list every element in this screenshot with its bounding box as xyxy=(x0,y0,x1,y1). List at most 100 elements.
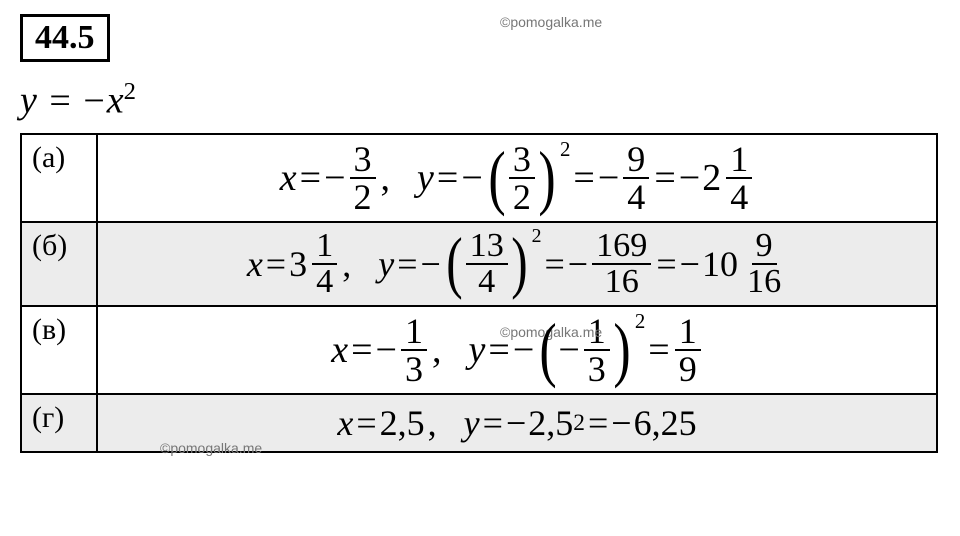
num: 13 xyxy=(466,229,508,265)
y-expr: y = −2,52 = −6,25 xyxy=(464,405,697,441)
label-text: (г) xyxy=(32,401,64,434)
problem-number: 44.5 xyxy=(35,19,95,56)
eq: = xyxy=(437,159,458,197)
eq: = xyxy=(351,331,372,369)
x-expr: x = − 13, xyxy=(331,313,444,387)
math-line: x = − 32, y = − ( 32 ) 2 = − xyxy=(108,141,926,215)
mixed-number: 3 14 xyxy=(289,229,339,299)
row-content: x = 3 14 , y = − ( 134 ) 2 xyxy=(97,222,937,306)
neg: − xyxy=(324,159,345,197)
paren-right: ) xyxy=(511,237,527,288)
fraction: 14 xyxy=(726,141,752,215)
value: 2,5 xyxy=(380,405,425,441)
fraction: 19 xyxy=(675,313,701,387)
fraction: 32 xyxy=(350,141,376,215)
whole: 10 xyxy=(702,246,738,282)
paren-right: ) xyxy=(538,150,555,204)
eq: = xyxy=(483,405,503,441)
row-content: ©pomogalka.me x = − 13, y = − ( − 13 xyxy=(97,306,937,394)
neg: − xyxy=(598,159,619,197)
fraction: 14 xyxy=(312,229,337,299)
exponent: 2 xyxy=(532,227,542,247)
var: y xyxy=(417,159,434,197)
y-expr: y = − ( 134 ) 2 = − 16916 = − 10 xyxy=(378,229,787,299)
den: 4 xyxy=(726,179,752,215)
label-text: (б) xyxy=(32,229,67,262)
solutions-table: (а) x = − 32, y = − ( 32 ) 2 xyxy=(20,133,938,454)
num: 1 xyxy=(401,313,427,351)
eq: = xyxy=(266,246,286,282)
eq: = xyxy=(300,159,321,197)
neg: − xyxy=(376,331,397,369)
fraction: 13 xyxy=(401,313,427,387)
eq-exp: 2 xyxy=(124,78,136,105)
watermark: ©pomogalka.me xyxy=(160,440,262,456)
problem-number-box: 44.5 xyxy=(20,14,110,62)
num: 1 xyxy=(726,141,752,179)
paren-group: ( 134 ) 2 xyxy=(443,229,542,299)
label-text: (а) xyxy=(32,141,65,174)
neg: − xyxy=(461,159,482,197)
whole: 2 xyxy=(702,159,721,197)
var: x xyxy=(280,159,297,197)
var: y xyxy=(378,246,394,282)
comma: , xyxy=(432,331,442,369)
paren-left: ( xyxy=(446,237,462,288)
num: 3 xyxy=(350,141,376,179)
fraction: 916 xyxy=(743,229,785,299)
base: 2,5 xyxy=(528,405,573,441)
num: 169 xyxy=(592,229,651,265)
eq: = xyxy=(648,331,669,369)
num: 9 xyxy=(623,141,649,179)
row-label: (г) xyxy=(21,394,97,452)
row-label: (а) xyxy=(21,134,97,222)
eq-neg: − xyxy=(83,80,104,122)
math-line: x = 3 14 , y = − ( 134 ) 2 xyxy=(108,229,926,299)
paren-right: ) xyxy=(613,322,630,376)
num: 3 xyxy=(509,141,535,179)
comma: , xyxy=(381,159,391,197)
paren-left: ( xyxy=(540,322,557,376)
row-label: (в) xyxy=(21,306,97,394)
num: 1 xyxy=(675,313,701,351)
eq-sign: = xyxy=(49,80,70,122)
eq: = xyxy=(656,246,676,282)
mixed-number: 2 14 xyxy=(702,141,754,215)
mixed-number: 10 916 xyxy=(702,229,787,299)
watermark: ©pomogalka.me xyxy=(500,14,602,30)
den: 16 xyxy=(743,265,785,299)
eq: = xyxy=(654,159,675,197)
neg: − xyxy=(680,246,700,282)
den: 9 xyxy=(675,351,701,387)
x-expr: x = − 32, xyxy=(280,141,393,215)
comma: , xyxy=(428,405,437,441)
den: 4 xyxy=(312,265,337,299)
var: x xyxy=(331,331,348,369)
neg: − xyxy=(568,246,588,282)
neg: − xyxy=(679,159,700,197)
eq: = xyxy=(397,246,417,282)
den: 4 xyxy=(474,265,499,299)
den: 16 xyxy=(601,265,643,299)
table-row: (г) x = 2,5, y = −2,52 = −6,25 xyxy=(21,394,937,452)
var: x xyxy=(337,405,353,441)
table-row: (б) x = 3 14 , y = − ( 134 xyxy=(21,222,937,306)
whole: 3 xyxy=(289,246,307,282)
row-content: x = − 32, y = − ( 32 ) 2 = − xyxy=(97,134,937,222)
x-expr: x = 2,5, xyxy=(337,405,439,441)
fraction: 134 xyxy=(466,229,508,299)
row-label: (б) xyxy=(21,222,97,306)
den: 2 xyxy=(509,179,535,215)
fraction: 16916 xyxy=(592,229,651,299)
math-line: x = 2,5, y = −2,52 = −6,25 xyxy=(108,401,926,445)
paren-left: ( xyxy=(488,150,505,204)
eq: = xyxy=(573,159,594,197)
paren-group: ( 32 ) 2 xyxy=(485,141,571,215)
exponent: 2 xyxy=(573,412,585,435)
exponent: 2 xyxy=(635,311,645,332)
neg: − xyxy=(611,405,631,441)
eq: = xyxy=(356,405,376,441)
den: 2 xyxy=(350,179,376,215)
den: 3 xyxy=(584,351,610,387)
eq-rhs: x xyxy=(107,80,124,122)
